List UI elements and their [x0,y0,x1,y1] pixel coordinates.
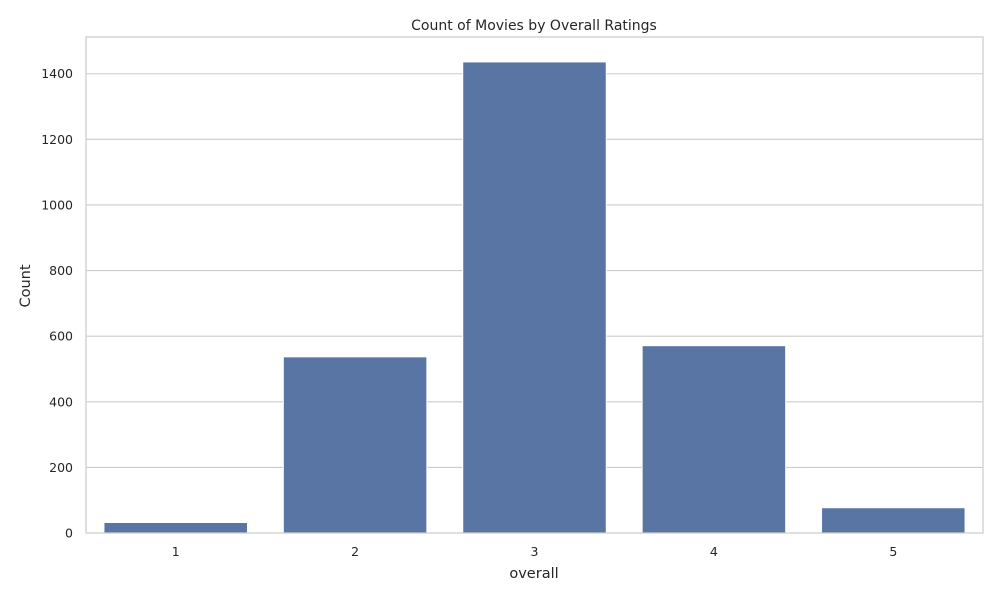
y-tick-label: 1000 [41,197,73,212]
y-axis-label: Count [18,264,34,307]
y-tick-label: 1400 [41,66,73,81]
bar-5 [821,507,966,534]
y-tick-label: 400 [49,394,73,409]
x-tick-label: 4 [710,544,718,559]
x-tick-label: 3 [531,544,539,559]
x-axis-label: overall [509,566,558,582]
bar-4 [641,345,787,534]
y-tick-label: 1200 [41,132,73,147]
y-tick-label: 600 [49,329,73,344]
bar-1 [103,522,248,534]
bar-3 [462,61,607,534]
plot-frame [85,36,984,534]
bars [103,61,966,534]
y-tick-label: 800 [49,263,73,278]
y-tick-label: 200 [49,460,73,475]
chart-title: Count of Movies by Overall Ratings [411,18,657,34]
y-tick-labels: 0 200 400 600 800 1000 1200 1400 [41,66,73,540]
y-tick-label: 0 [65,526,73,541]
x-tick-label: 2 [351,544,359,559]
x-tick-labels: 1 2 3 4 5 [172,544,898,559]
bar-2 [282,356,428,534]
x-tick-label: 1 [172,544,180,559]
x-tick-label: 5 [889,544,897,559]
